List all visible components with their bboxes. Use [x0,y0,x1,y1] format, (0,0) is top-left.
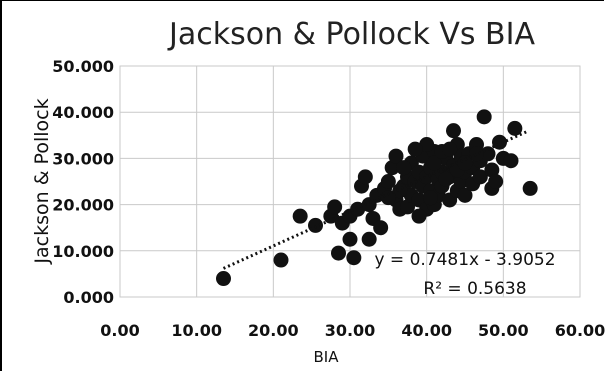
trendline [222,130,527,270]
data-point [357,169,373,185]
y-tick-label: 20.000 [52,196,114,215]
x-axis-ticks: 0.00 10.00 20.00 30.00 40.00 50.00 60.00 [100,321,605,340]
data-points [216,109,538,287]
data-point [384,160,400,176]
data-point [380,174,396,189]
data-point [484,162,500,178]
data-point [438,171,454,187]
data-point [273,252,289,268]
data-point [331,245,346,261]
x-tick-label: 40.00 [401,321,452,340]
data-point [419,137,435,153]
plot-area-border [119,65,581,298]
y-tick-label: 40.000 [52,103,114,122]
data-point [488,174,504,189]
x-tick-label: 20.00 [248,321,299,340]
data-point [411,208,427,224]
x-tick-label: 60.00 [555,321,606,340]
data-point [446,123,461,139]
data-point [346,250,362,266]
equation-label: y = 0.7481x - 3.9052 [374,250,555,270]
y-tick-label: 0.000 [63,288,114,307]
y-axis-label: Jackson & Pollock [31,98,53,264]
data-point [373,220,389,236]
data-point [457,155,473,171]
y-axis-ticks: 0.000 10.000 20.000 30.000 40.000 50.000 [52,57,114,307]
data-point [407,141,423,157]
data-point [426,155,442,171]
y-tick-label: 10.000 [52,242,114,261]
data-point [216,271,231,287]
data-point [476,109,492,125]
data-point [400,199,415,215]
data-point [492,134,507,150]
data-point [507,120,523,136]
x-tick-label: 0.00 [100,321,139,340]
data-point [442,141,458,157]
data-point [457,187,473,203]
y-tick-label: 30.000 [52,149,114,168]
data-point [469,146,484,162]
y-tick-label: 50.000 [52,57,114,76]
data-point [388,148,404,164]
data-point [472,169,488,185]
data-point [292,208,308,224]
data-point [327,199,343,215]
x-tick-label: 30.00 [325,321,376,340]
data-point [503,153,519,169]
data-point [380,190,396,206]
r-squared-label: R² = 0.5638 [423,279,526,299]
data-point [423,190,438,206]
x-axis-label: BIA [314,348,340,366]
chart-title: Jackson & Pollock Vs BIA [167,17,535,52]
data-point [342,231,358,247]
x-tick-label: 10.00 [171,321,222,340]
x-tick-label: 50.00 [478,321,529,340]
data-point [522,180,538,196]
data-point [361,231,377,247]
data-point [392,183,408,199]
data-point [396,160,412,176]
